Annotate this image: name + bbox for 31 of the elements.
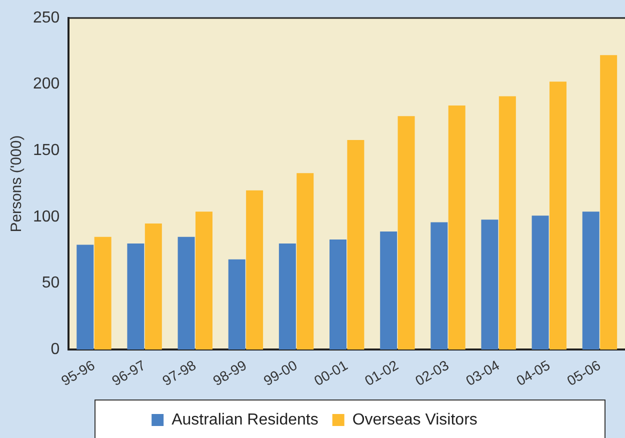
legend-label: Australian Residents <box>172 411 318 428</box>
bar <box>498 96 516 350</box>
bar <box>246 190 264 350</box>
bar <box>430 222 448 350</box>
y-tick-label: 0 <box>50 340 60 358</box>
bar <box>178 236 195 350</box>
bar <box>398 116 415 350</box>
bar <box>278 243 296 350</box>
bar <box>380 232 398 350</box>
bar <box>195 212 212 350</box>
bar <box>347 140 364 350</box>
y-axis-title: Persons ('000) <box>8 135 26 232</box>
bar <box>127 243 144 350</box>
y-tick-label: 100 <box>32 208 60 226</box>
bar <box>296 173 314 350</box>
bar <box>600 55 618 350</box>
bar <box>549 82 566 350</box>
bar <box>582 212 600 350</box>
bar <box>330 239 346 350</box>
legend-label: Overseas Visitors <box>352 411 478 428</box>
y-tick-label: 200 <box>32 76 60 93</box>
bar <box>144 224 162 350</box>
y-tick-label: 150 <box>32 142 60 160</box>
bar <box>76 244 94 350</box>
bar <box>481 220 498 350</box>
bar <box>532 216 549 350</box>
y-tick-label: 250 <box>32 9 60 26</box>
bar <box>94 236 112 350</box>
y-tick-label: 50 <box>42 274 60 292</box>
bar <box>228 259 246 350</box>
bar <box>448 106 466 350</box>
